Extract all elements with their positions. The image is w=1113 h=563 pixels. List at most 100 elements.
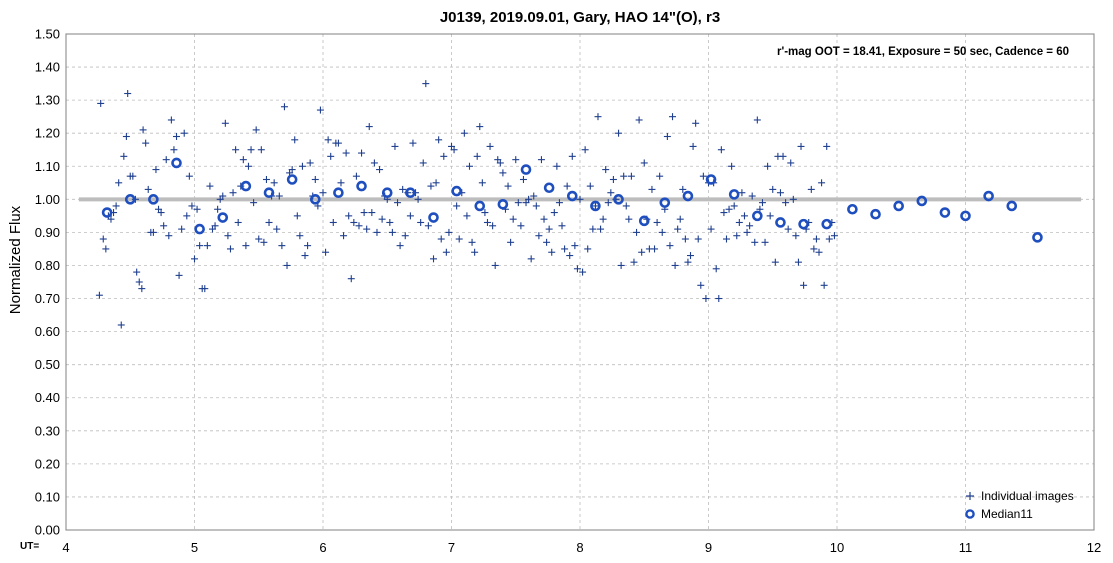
individual-image-point [247, 146, 255, 154]
individual-image-point [435, 136, 443, 144]
y-tick-label: 1.30 [35, 93, 60, 108]
individual-image-point [651, 245, 659, 253]
individual-image-point [219, 192, 227, 200]
individual-image-point [298, 162, 306, 170]
individual-image-point [622, 202, 630, 210]
legend-median-marker [965, 509, 975, 519]
individual-image-point [95, 291, 103, 299]
individual-image-point [232, 146, 240, 154]
individual-image-point [149, 228, 157, 236]
individual-image-point [620, 172, 628, 180]
individual-image-point [537, 156, 545, 164]
median11-point [870, 208, 881, 220]
individual-image-point [722, 235, 730, 243]
individual-image-point [797, 142, 805, 150]
x-tick-label: 9 [705, 540, 712, 555]
individual-image-point [460, 129, 468, 137]
individual-image-point [388, 228, 396, 236]
individual-image-point [563, 182, 571, 190]
individual-image-point [170, 146, 178, 154]
individual-image-point [627, 172, 635, 180]
individual-image-point [728, 162, 736, 170]
median-points-layer [101, 157, 1043, 243]
individual-image-point [748, 192, 756, 200]
individual-image-point [609, 175, 617, 183]
x-tick-label: 5 [191, 540, 198, 555]
individual-image-point [758, 199, 766, 207]
individual-image-point [293, 212, 301, 220]
individual-image-point [152, 166, 160, 174]
individual-image-point [527, 255, 535, 263]
individual-image-point [465, 162, 473, 170]
median11-point [101, 207, 113, 218]
individual-image-point [99, 235, 107, 243]
individual-image-point [196, 242, 204, 250]
individual-image-point [733, 232, 741, 240]
individual-image-point [478, 179, 486, 187]
median11-point [543, 182, 555, 194]
individual-image-point [224, 232, 232, 240]
individual-image-point [255, 235, 263, 243]
individual-image-point [658, 228, 666, 236]
median11-point [893, 200, 904, 212]
individual-image-point [445, 228, 453, 236]
median11-point [474, 200, 486, 212]
x-tick-label: 4 [62, 540, 69, 555]
individual-image-point [630, 258, 638, 266]
median11-point [381, 187, 393, 199]
individual-image-point [260, 238, 268, 246]
individual-image-point [430, 255, 438, 263]
individual-image-point [396, 242, 404, 250]
median11-point [405, 187, 416, 199]
individual-image-point [663, 133, 671, 141]
individual-image-point [550, 209, 558, 217]
individual-image-point [352, 172, 360, 180]
individual-image-point [373, 228, 381, 236]
individual-image-point [226, 245, 234, 253]
individual-image-point [746, 222, 754, 230]
individual-image-point [486, 142, 494, 150]
individual-image-point [244, 162, 252, 170]
individual-image-point [648, 185, 656, 193]
y-tick-label: 0.30 [35, 423, 60, 438]
individual-image-point [324, 136, 332, 144]
x-tick-label: 7 [448, 540, 455, 555]
median11-point [309, 194, 321, 205]
individual-image-point [676, 215, 684, 223]
individual-image-point [751, 238, 759, 246]
median11-point [1032, 232, 1043, 243]
individual-image-point [365, 123, 373, 131]
individual-image-point [409, 139, 417, 147]
individual-image-point [355, 222, 363, 230]
individual-image-point [671, 261, 679, 269]
individual-image-point [535, 232, 543, 240]
median11-point [775, 217, 786, 228]
individual-image-point [794, 258, 802, 266]
median11-point [1006, 200, 1018, 212]
median11-point [847, 203, 858, 215]
individual-image-point [715, 295, 723, 303]
median11-point [939, 207, 951, 218]
individual-image-point [571, 242, 579, 250]
individual-image-point [602, 166, 610, 174]
individual-image-point [568, 152, 576, 160]
median11-point [638, 215, 650, 227]
median11-point [590, 200, 601, 212]
median11-point [217, 212, 229, 223]
individual-image-point [316, 106, 324, 114]
individual-image-point [133, 268, 141, 276]
individual-image-point [337, 179, 345, 187]
individual-image-point [142, 139, 150, 147]
individual-image-point [640, 159, 648, 167]
individual-image-point [97, 99, 105, 107]
individual-image-point [504, 182, 512, 190]
individual-points-layer [95, 80, 838, 329]
individual-image-point [135, 278, 143, 286]
chart-title: J0139, 2019.09.01, Gary, HAO 14"(O), r3 [440, 9, 720, 26]
median11-point [286, 174, 298, 185]
individual-image-point [363, 225, 371, 233]
individual-image-point [519, 175, 527, 183]
individual-image-point [735, 218, 743, 226]
median11-point [451, 185, 462, 197]
individual-image-point [638, 248, 646, 256]
